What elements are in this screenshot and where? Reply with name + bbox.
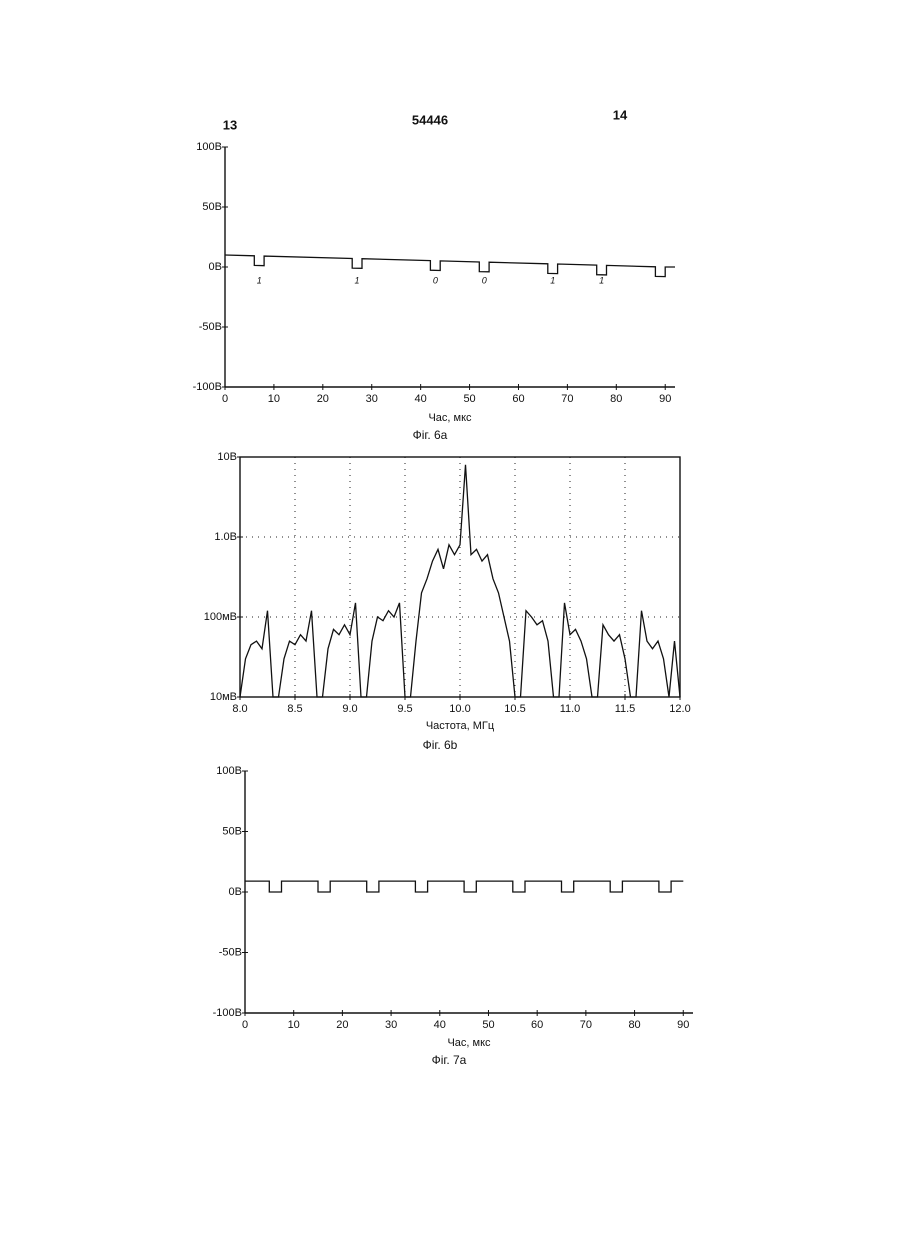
page-number: 14 — [613, 107, 628, 122]
page-number: 13 — [223, 117, 237, 132]
annotation: 0 — [433, 275, 438, 285]
y-tick-label: 0В — [209, 261, 222, 273]
x-tick-label: 90 — [677, 1019, 689, 1031]
x-tick-label: 8.5 — [287, 703, 302, 715]
x-tick-label: 70 — [561, 393, 573, 405]
annotation: 1 — [599, 275, 604, 285]
x-axis-label: Частота, МГц — [426, 720, 495, 732]
x-tick-label: 50 — [482, 1019, 494, 1031]
y-tick-label: -50В — [199, 321, 222, 333]
x-tick-label: 50 — [463, 393, 475, 405]
y-tick-label: 0В — [229, 886, 242, 898]
x-axis-label: Час, мкс — [447, 1037, 491, 1049]
x-tick-label: 10.5 — [504, 703, 525, 715]
y-tick-label: 10мВ — [210, 691, 237, 703]
x-tick-label: 0 — [222, 393, 228, 405]
x-tick-label: 10 — [268, 393, 280, 405]
x-tick-label: 11.5 — [615, 703, 636, 715]
x-tick-label: 30 — [385, 1019, 397, 1031]
x-tick-label: 12.0 — [669, 703, 690, 715]
figure-caption: Фіг. 6b — [423, 738, 458, 752]
x-tick-label: 8.0 — [232, 703, 247, 715]
x-tick-label: 30 — [366, 393, 378, 405]
annotation: 1 — [257, 275, 262, 285]
y-tick-label: 50В — [222, 825, 242, 837]
annotation: 0 — [482, 275, 487, 285]
y-tick-label: 10В — [217, 451, 237, 463]
x-tick-label: 9.0 — [342, 703, 357, 715]
figure-caption: Фіг. 6a — [413, 428, 448, 442]
x-tick-label: 60 — [512, 393, 524, 405]
annotation: 1 — [550, 275, 555, 285]
y-tick-label: -100В — [193, 381, 222, 393]
x-tick-label: 10.0 — [449, 703, 470, 715]
x-tick-label: 9.5 — [397, 703, 412, 715]
y-tick-label: 50В — [202, 201, 222, 213]
x-tick-label: 11.0 — [560, 703, 581, 715]
signal-line — [245, 881, 683, 892]
x-tick-label: 40 — [415, 393, 427, 405]
x-tick-label: 40 — [434, 1019, 446, 1031]
y-tick-label: 100мВ — [204, 611, 237, 623]
x-tick-label: 90 — [659, 393, 671, 405]
x-tick-label: 20 — [336, 1019, 348, 1031]
figure-caption: Фіг. 7a — [432, 1053, 467, 1067]
x-tick-label: 80 — [610, 393, 622, 405]
x-tick-label: 10 — [288, 1019, 300, 1031]
document-page: 13 54446 14 100В50В0В-50В-100В0102030405… — [0, 0, 900, 1250]
y-tick-label: 1.0В — [214, 531, 237, 543]
y-tick-label: -100В — [213, 1007, 242, 1019]
y-tick-label: -50В — [219, 946, 242, 958]
x-tick-label: 20 — [317, 393, 329, 405]
page: {"header": {"left_page": "13", "doc_numb… — [0, 0, 900, 1250]
x-tick-label: 60 — [531, 1019, 543, 1031]
x-tick-label: 70 — [580, 1019, 592, 1031]
y-tick-label: 100В — [216, 765, 242, 777]
signal-line — [225, 255, 675, 277]
doc-number: 54446 — [412, 112, 448, 127]
x-axis-label: Час, мкс — [428, 412, 472, 424]
x-tick-label: 80 — [628, 1019, 640, 1031]
y-tick-label: 100В — [196, 141, 222, 153]
annotation: 1 — [355, 275, 360, 285]
x-tick-label: 0 — [242, 1019, 248, 1031]
